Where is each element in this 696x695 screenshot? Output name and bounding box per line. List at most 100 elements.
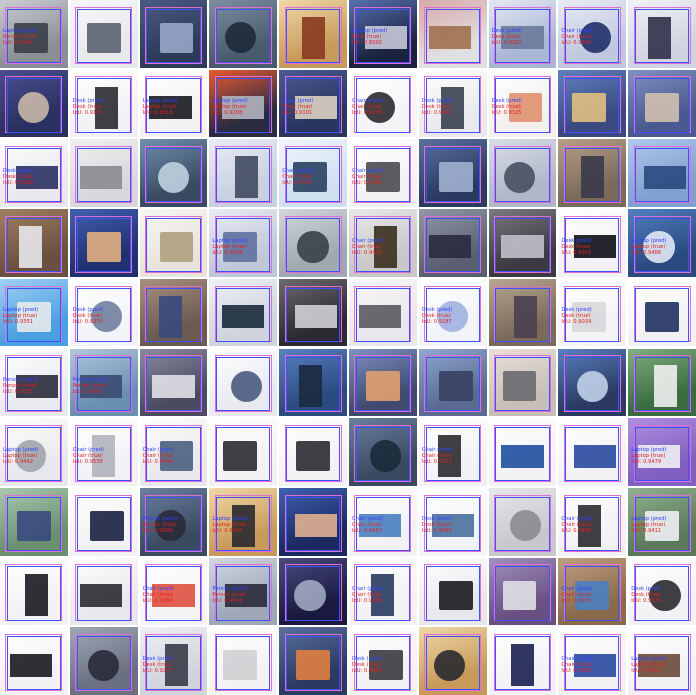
- detection-label: Desk (pred) Desk (true) IoU: 0.9579: [631, 586, 661, 604]
- result-thumbnail: Chair (pred) Chair (true) IoU: 0.9271: [558, 557, 627, 626]
- object-silhouette: [159, 441, 194, 471]
- iou-score-label: IoU: 0.9187: [421, 319, 452, 326]
- object-silhouette: [293, 162, 328, 193]
- iou-score-label: IoU: 0.9208: [212, 110, 243, 117]
- result-thumbnail: [628, 278, 696, 347]
- true-class-label: Laptop (true): [631, 243, 666, 250]
- ground-truth-box: [284, 285, 342, 343]
- prediction-box: [495, 148, 550, 203]
- ground-truth-box: [354, 76, 412, 134]
- result-thumbnail: Desk (pred) Desk (true) IoU: 0.9277: [139, 627, 208, 695]
- object-silhouette: [503, 161, 536, 193]
- object-silhouette: [502, 371, 537, 402]
- ground-truth-box: [563, 285, 621, 343]
- object-silhouette: [223, 441, 258, 471]
- predicted-class-label: Laptop (pred): [631, 655, 667, 662]
- result-thumbnail: Chair (pred) Chair (true) IoU: 0.9530: [69, 418, 138, 486]
- iou-score-label: IoU: 0.9530: [72, 458, 103, 465]
- ground-truth-box: [494, 76, 551, 134]
- prediction-box: [495, 8, 550, 63]
- detection-label: Chair (pred) Chair (true) IoU: 0.9458: [561, 516, 592, 534]
- object-silhouette: [295, 96, 338, 120]
- result-thumbnail: Desk (pred) Desk (true) IoU: 0.9034: [558, 278, 627, 347]
- object-silhouette: [231, 504, 255, 547]
- prediction-box: [495, 287, 550, 342]
- ground-truth-box: [284, 634, 342, 691]
- result-thumbnail: [279, 209, 347, 277]
- iou-score-label: IoU: 0.9099: [142, 528, 173, 535]
- prediction-box: [146, 496, 201, 551]
- prediction-box: [425, 357, 480, 412]
- detection-label: Chair (pred) Chair (true) IoU: 0.9530: [73, 447, 104, 465]
- object-silhouette: [15, 165, 58, 189]
- object-silhouette: [294, 579, 326, 611]
- detection-label: Laptop (pred) Laptop (true) IoU: 0.9020: [212, 516, 247, 534]
- predicted-class-label: Desk (pred): [491, 28, 522, 35]
- iou-score-label: IoU: 0.9370: [72, 319, 103, 326]
- predicted-class-label: Laptop (pred): [212, 98, 248, 105]
- prediction-box: [216, 566, 271, 621]
- predicted-class-label: Person (pred): [142, 516, 178, 523]
- object-silhouette: [79, 165, 122, 189]
- prediction-box: [355, 566, 410, 621]
- object-silhouette: [86, 232, 121, 262]
- ground-truth-box: [145, 564, 202, 622]
- object-silhouette: [365, 162, 400, 193]
- result-thumbnail: Desk (pred) Desk (true) IoU: 0.9370: [69, 278, 138, 347]
- prediction-box: [6, 217, 61, 273]
- object-silhouette: [508, 92, 543, 123]
- true-class-label: Person (true): [212, 592, 247, 599]
- result-thumbnail: [69, 0, 138, 68]
- result-thumbnail: Chair (pred) Chair (true) IoU: 0.9124: [279, 139, 347, 208]
- prediction-box: [146, 78, 201, 133]
- object-silhouette: [510, 644, 534, 687]
- result-thumbnail: [488, 139, 557, 208]
- result-thumbnail: Desk (pred) Desk (true) IoU: 0.9528: [0, 139, 68, 208]
- object-silhouette: [647, 16, 671, 59]
- result-thumbnail: [418, 209, 487, 277]
- prediction-box: [634, 287, 690, 342]
- prediction-box: [285, 287, 341, 342]
- ground-truth-box: [633, 215, 691, 273]
- detection-label: Chair (pred) Chair (true) IoU: 0.9407: [352, 516, 383, 534]
- result-thumbnail: [69, 557, 138, 626]
- prediction-box: [634, 426, 690, 482]
- object-silhouette: [296, 441, 331, 471]
- predicted-class-label: Chair (pred): [561, 655, 593, 662]
- prediction-box: [355, 148, 410, 203]
- prediction-box: [355, 636, 410, 691]
- detection-label: Desk (pred) Desk (true) IoU: 0.9117: [73, 98, 103, 116]
- prediction-box: [634, 78, 690, 133]
- result-thumbnail: Chair (pred) Chair (true) IoU: 0.9373: [418, 418, 487, 486]
- result-thumbnail: [69, 209, 138, 277]
- object-silhouette: [157, 161, 190, 193]
- object-silhouette: [438, 162, 473, 193]
- prediction-box: [634, 636, 690, 691]
- predicted-class-label: Desk (pred): [421, 516, 453, 523]
- object-silhouette: [638, 444, 681, 468]
- object-silhouette: [86, 22, 121, 53]
- detection-label: Laptop (pred) Laptop (true) IoU: 0.9316: [143, 98, 178, 116]
- object-silhouette: [579, 22, 611, 54]
- result-thumbnail: [628, 139, 696, 208]
- object-silhouette: [438, 435, 462, 478]
- ground-truth-box: [354, 355, 412, 413]
- ground-truth-box: [424, 564, 482, 622]
- iou-score-label: IoU: 0.9416: [352, 249, 383, 256]
- prediction-box: [216, 636, 271, 691]
- prediction-box: [355, 496, 410, 551]
- object-silhouette: [374, 225, 398, 268]
- detection-label: Person (pred) Person (true) IoU: 0.9099: [143, 516, 178, 534]
- result-thumbnail: Chair (pred) Chair (true) IoU: 0.9404: [139, 418, 208, 486]
- iou-score-label: IoU: 0.9301: [561, 249, 592, 256]
- true-class-label: Laptop (true): [631, 452, 666, 459]
- result-thumbnail: Laptop (pred) Laptop (true) IoU: 0.9486: [628, 209, 696, 277]
- object-silhouette: [13, 22, 48, 53]
- true-class-label: Chair (true): [561, 34, 592, 41]
- prediction-box: [565, 287, 620, 342]
- result-thumbnail: Laptop (pred) Laptop (true) IoU: 0.9316: [139, 69, 208, 138]
- result-thumbnail: [488, 627, 557, 695]
- result-thumbnail: [418, 557, 487, 626]
- detection-label: Desk (pred) Desk (true) IoU: 0.9454: [352, 656, 382, 674]
- predicted-class-label: Chair (pred): [352, 586, 384, 593]
